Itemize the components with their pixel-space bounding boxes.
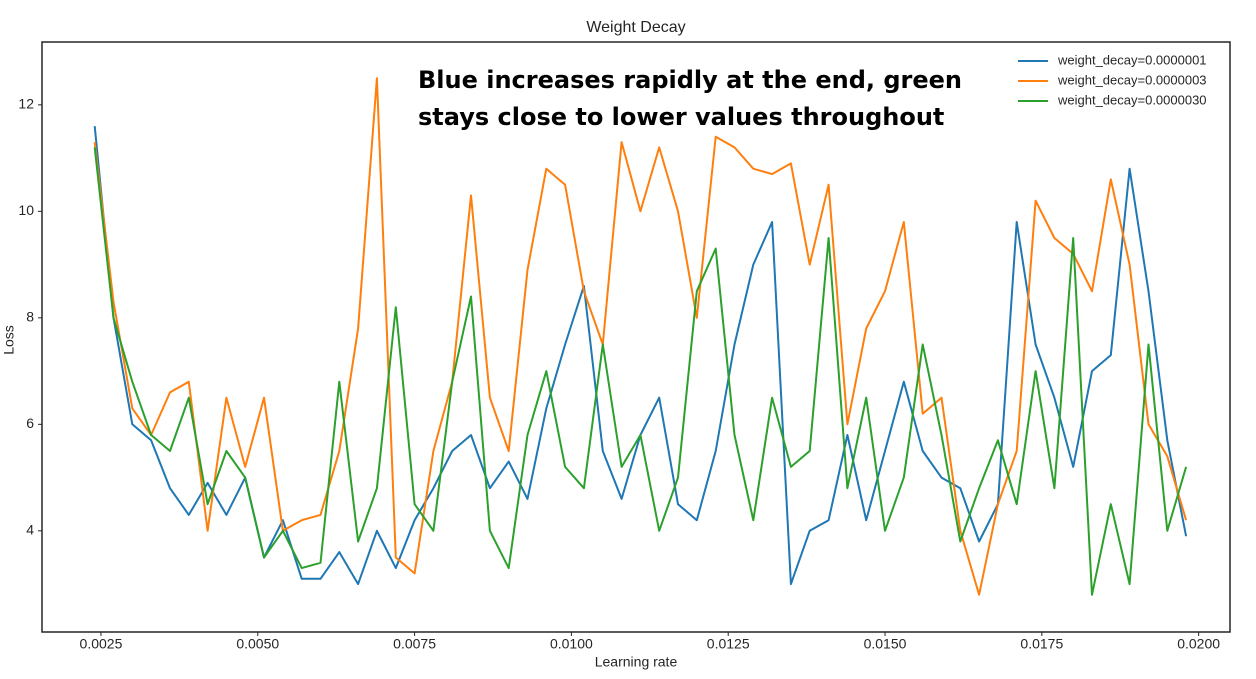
series-line [93,147,1188,596]
series-line [93,126,1188,586]
x-tick-label: 0.0125 [707,636,750,652]
annotation: stays close to lower values throughout [418,103,944,131]
x-tick-label: 0.0200 [1177,636,1220,652]
x-tick-label: 0.0150 [864,636,907,652]
series-line [93,77,1188,596]
chart-title: Weight Decay [586,19,685,36]
y-tick-label: 6 [26,415,34,431]
x-tick-label: 0.0075 [393,636,436,652]
x-tick-label: 0.0025 [80,636,123,652]
y-axis-label: Loss [1,325,17,355]
y-tick-label: 4 [26,522,34,538]
y-tick-label: 8 [26,309,34,325]
plot-frame [41,41,1231,633]
x-tick-label: 0.0175 [1020,636,1063,652]
y-tick-label: 12 [18,96,34,112]
x-axis-label: Learning rate [595,654,678,670]
x-tick-label: 0.0050 [236,636,279,652]
x-tick-label: 0.0100 [550,636,593,652]
y-tick-label: 10 [18,202,34,218]
legend-label: weight_decay=0.0000001 [1057,52,1207,67]
legend-label: weight_decay=0.0000030 [1057,92,1207,107]
annotation: Blue increases rapidly at the end, green [418,66,962,94]
legend-label: weight_decay=0.0000003 [1057,72,1207,87]
